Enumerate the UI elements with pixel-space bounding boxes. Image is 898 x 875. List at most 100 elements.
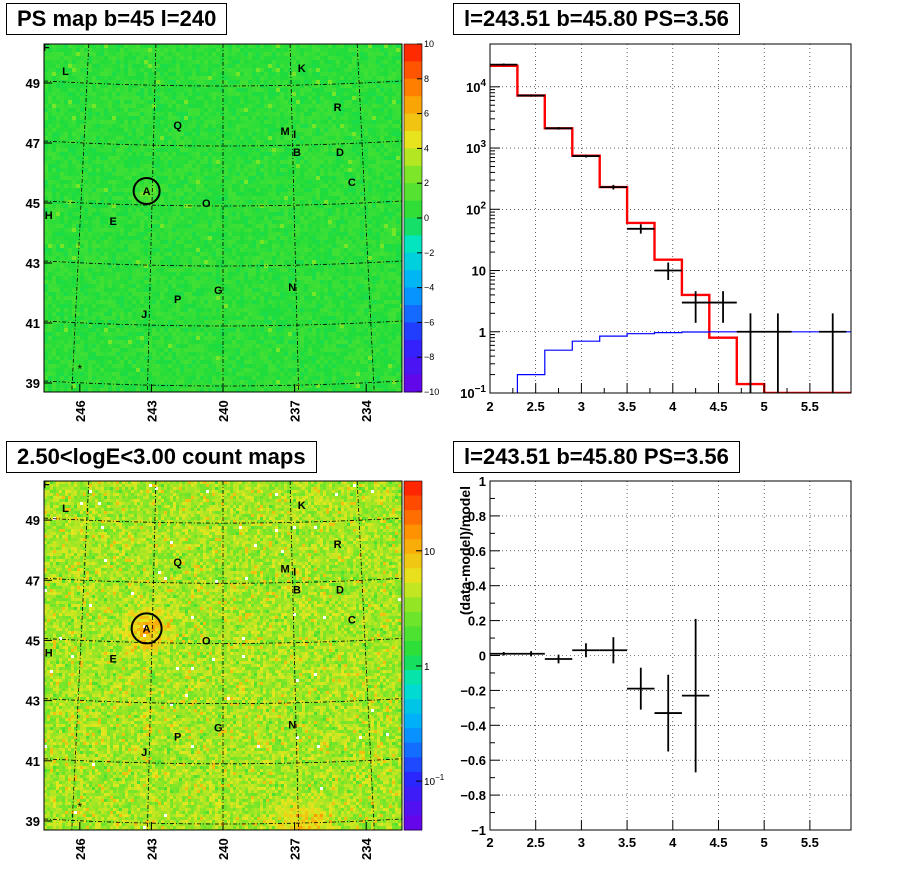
heatmap-cell	[124, 180, 129, 185]
heatmap-cell	[144, 184, 149, 189]
heatmap-cell	[200, 152, 205, 157]
heatmap-cell	[208, 44, 213, 49]
heatmap-cell	[272, 252, 277, 257]
heatmap-cell	[136, 144, 141, 149]
heatmap-cell	[348, 188, 353, 193]
heatmap-cell	[188, 196, 193, 201]
heatmap-cell	[336, 208, 341, 213]
heatmap-cell	[320, 184, 325, 189]
heatmap-cell	[68, 136, 73, 141]
heatmap-cell	[148, 232, 153, 237]
heatmap-cell	[400, 92, 402, 97]
heatmap-cell	[388, 180, 393, 185]
heatmap-cell	[116, 80, 121, 85]
heatmap-cell	[284, 140, 289, 145]
heatmap-cell	[152, 104, 157, 109]
heatmap-cell	[208, 124, 213, 129]
heatmap-cell	[364, 200, 369, 205]
heatmap-cell	[100, 80, 105, 85]
heatmap-cell	[68, 200, 73, 205]
heatmap-cell	[48, 156, 53, 161]
heatmap-cell	[312, 196, 317, 201]
heatmap-cell	[128, 72, 133, 77]
heatmap-cell	[212, 204, 217, 209]
heatmap-cell	[328, 64, 333, 69]
heatmap-cell	[184, 72, 189, 77]
heatmap-cell	[344, 84, 349, 89]
heatmap-cell	[204, 172, 209, 177]
heatmap-cell	[68, 120, 73, 125]
heatmap-cell	[316, 128, 321, 133]
heatmap-cell	[108, 72, 113, 77]
heatmap-cell	[100, 196, 105, 201]
heatmap-cell	[112, 148, 117, 153]
heatmap-cell	[108, 168, 113, 173]
heatmap-cell	[280, 188, 285, 193]
heatmap-cell	[56, 224, 61, 229]
heatmap-cell	[180, 164, 185, 169]
heatmap-cell	[76, 160, 81, 165]
heatmap-cell	[240, 92, 245, 97]
heatmap-cell	[308, 180, 313, 185]
heatmap-cell	[156, 72, 161, 77]
heatmap-cell	[108, 152, 113, 157]
heatmap-cell	[280, 56, 285, 61]
heatmap-cell	[336, 220, 341, 225]
heatmap-cell	[308, 160, 313, 165]
heatmap-cell	[380, 176, 385, 181]
heatmap-cell	[72, 224, 77, 229]
heatmap-cell	[208, 64, 213, 69]
heatmap-cell	[348, 68, 353, 73]
heatmap-cell	[264, 52, 269, 57]
heatmap-cell	[260, 60, 265, 65]
heatmap-cell	[296, 88, 301, 93]
heatmap-cell	[160, 208, 165, 213]
heatmap-cell	[344, 232, 349, 237]
heatmap-cell	[172, 172, 177, 177]
heatmap-cell	[368, 104, 373, 109]
heatmap-cell	[88, 204, 93, 209]
heatmap-cell	[392, 68, 397, 73]
heatmap-cell	[112, 172, 117, 177]
heatmap-cell	[180, 212, 185, 217]
heatmap-cell	[320, 44, 325, 49]
heatmap-cell	[140, 216, 145, 221]
heatmap-cell	[156, 48, 161, 53]
heatmap-cell	[376, 156, 381, 161]
heatmap-cell	[268, 96, 273, 101]
heatmap-cell	[232, 232, 237, 237]
heatmap-cell	[288, 80, 293, 85]
heatmap-cell	[108, 180, 113, 185]
heatmap-cell	[324, 208, 329, 213]
heatmap-cell	[96, 128, 101, 133]
heatmap-cell	[100, 172, 105, 177]
heatmap-cell	[136, 220, 141, 225]
heatmap-cell	[320, 144, 325, 149]
heatmap-cell	[324, 204, 329, 209]
heatmap-cell	[80, 88, 85, 93]
heatmap-cell	[256, 220, 261, 225]
heatmap-cell	[264, 108, 269, 113]
heatmap-cell	[272, 152, 277, 157]
heatmap-cell	[160, 256, 165, 261]
heatmap-cell	[252, 252, 257, 257]
heatmap-cell	[248, 216, 253, 221]
heatmap-cell	[108, 76, 113, 81]
heatmap-cell	[240, 224, 245, 229]
heatmap-cell	[308, 204, 313, 209]
heatmap-cell	[148, 224, 153, 229]
heatmap-cell	[264, 120, 269, 125]
heatmap-cell	[168, 68, 173, 73]
heatmap-cell	[112, 236, 117, 241]
heatmap-cell	[176, 164, 181, 169]
heatmap-cell	[328, 124, 333, 129]
heatmap-cell	[224, 124, 229, 129]
heatmap-cell	[300, 144, 305, 149]
heatmap-cell	[80, 204, 85, 209]
heatmap-cell	[376, 132, 381, 137]
heatmap-cell	[260, 252, 265, 257]
heatmap-cell	[212, 220, 217, 225]
heatmap-cell	[400, 48, 402, 53]
heatmap-cell	[280, 168, 285, 173]
heatmap-cell	[280, 240, 285, 245]
